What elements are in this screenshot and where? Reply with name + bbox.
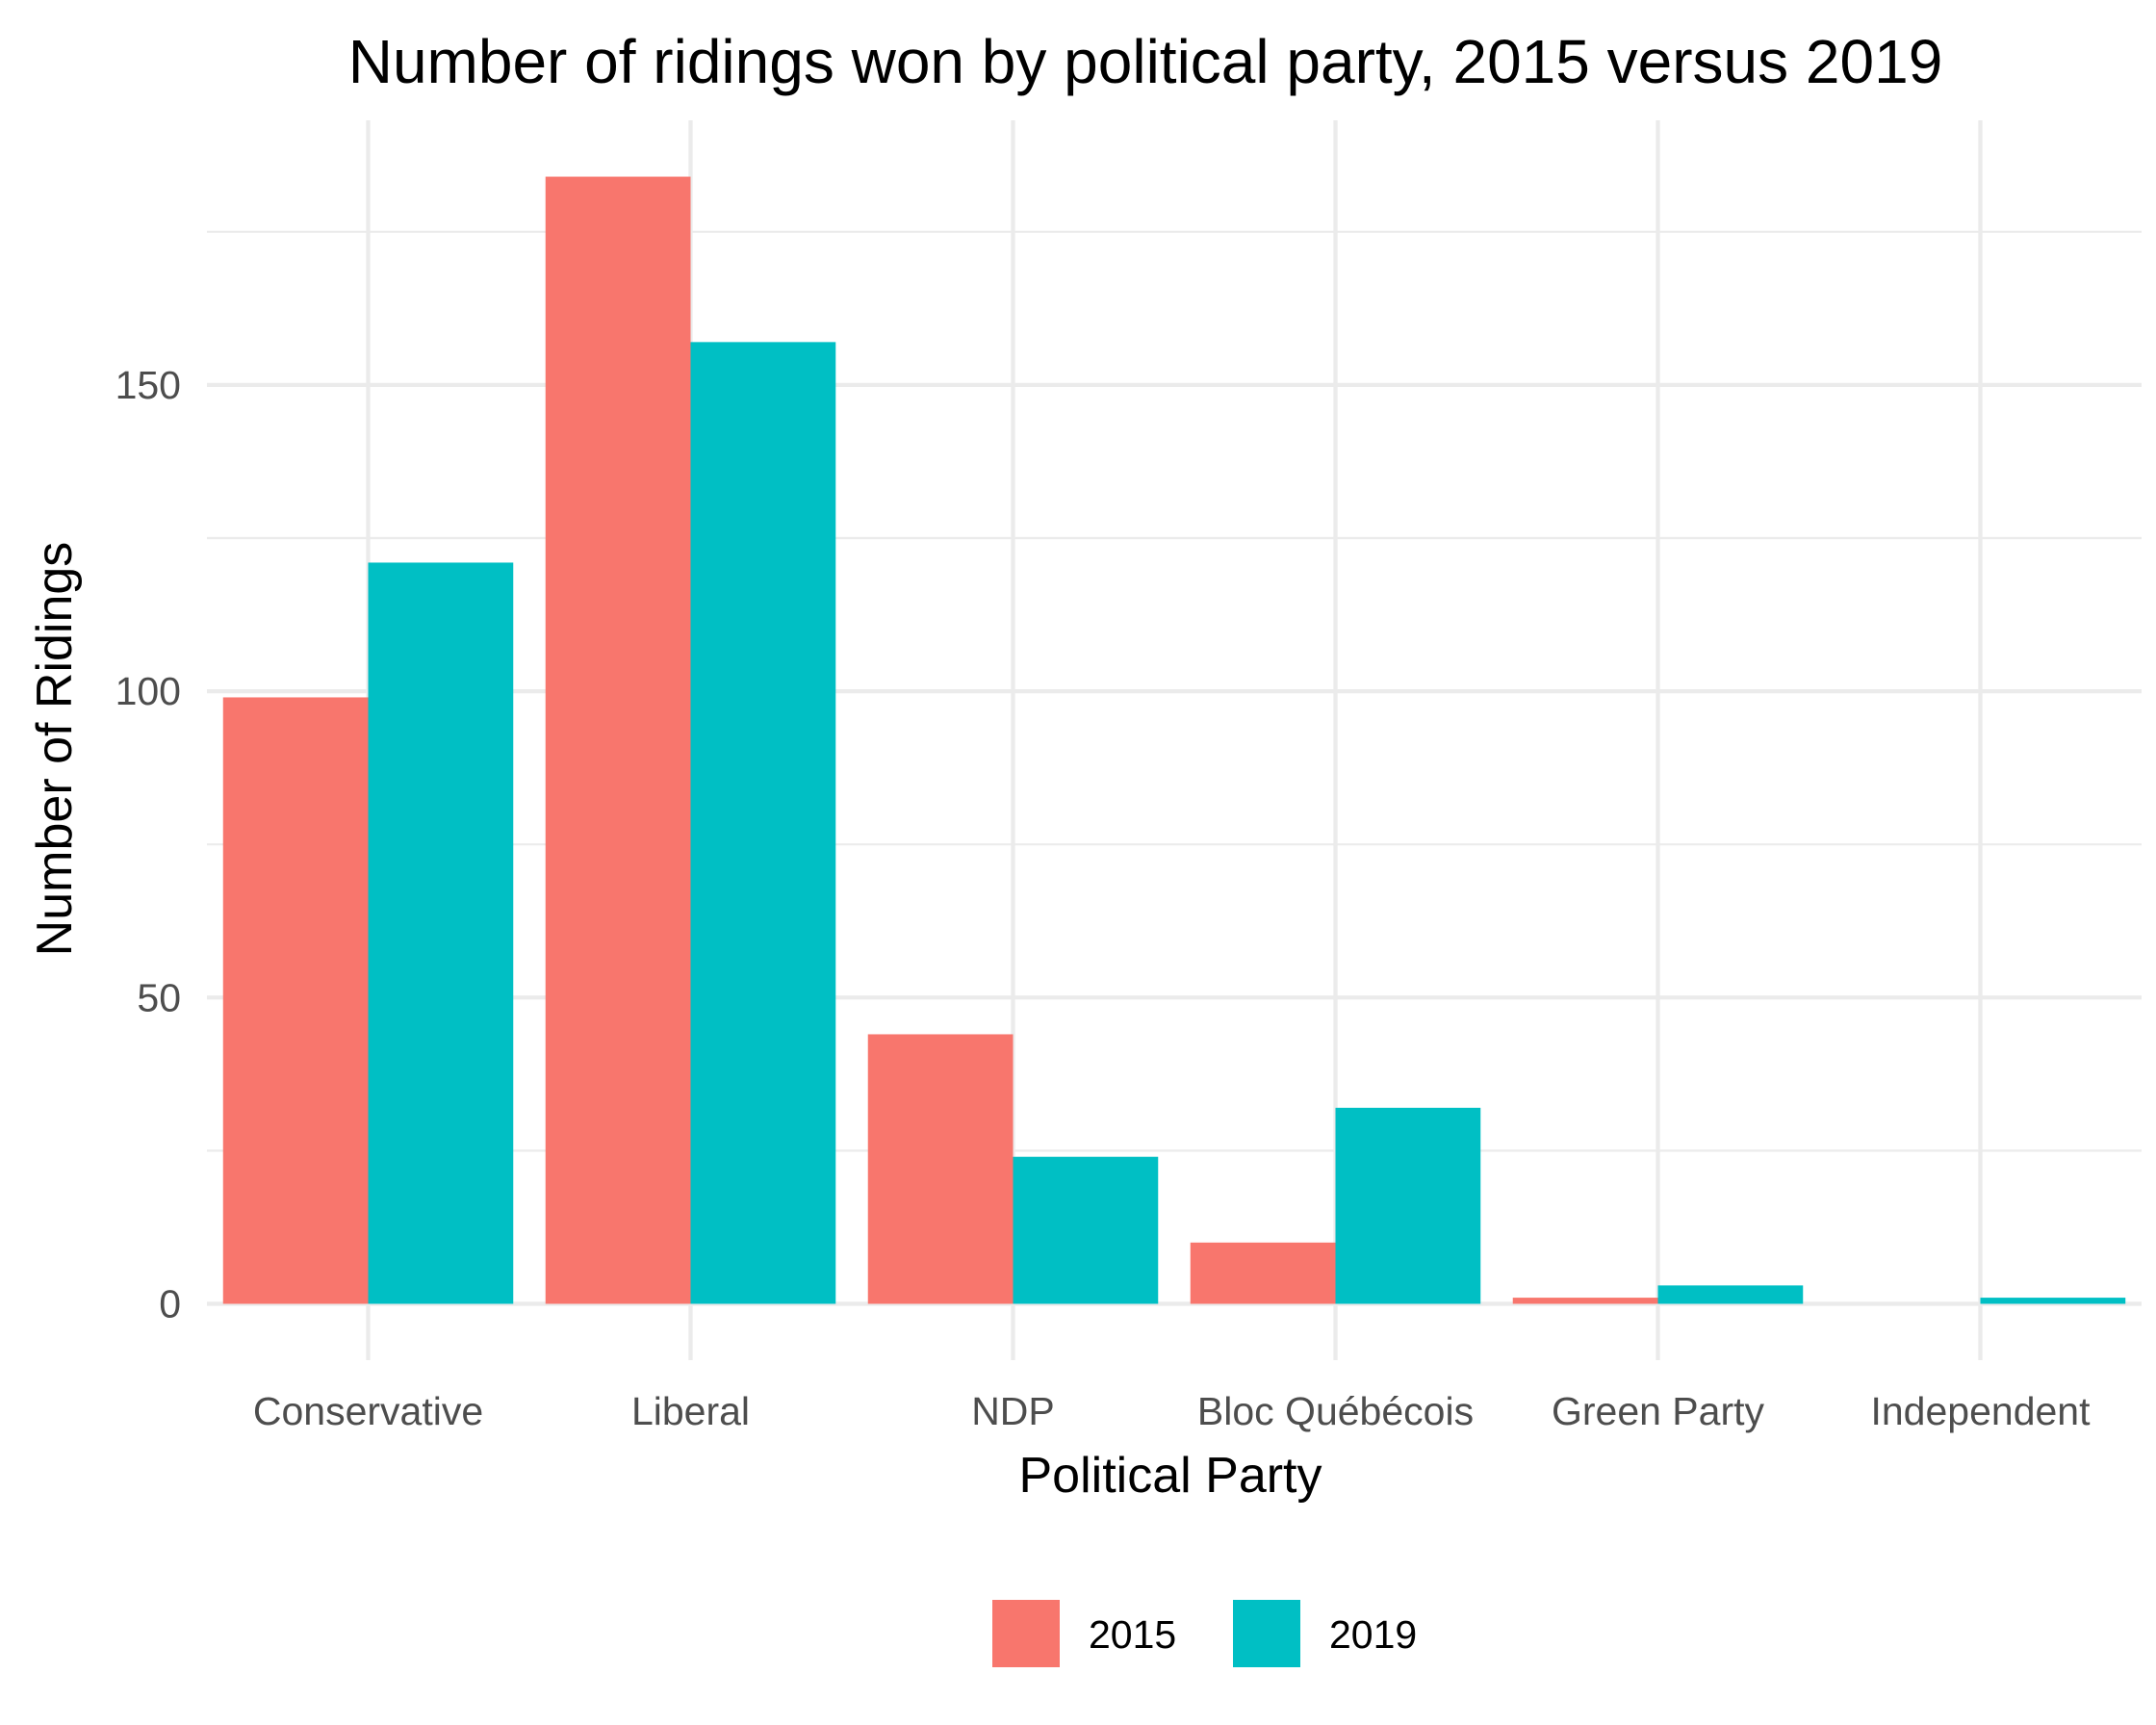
chart-title: Number of ridings won by political party… bbox=[348, 27, 1943, 96]
y-axis-ticks: 0 50 100 150 bbox=[116, 363, 181, 1326]
bar-2015-conservative bbox=[222, 697, 369, 1304]
bar-2015-ndp bbox=[867, 1034, 1014, 1304]
x-tick-label: Green Party bbox=[1552, 1389, 1765, 1433]
x-tick-label: Liberal bbox=[631, 1389, 750, 1433]
y-tick-label: 100 bbox=[116, 669, 181, 713]
x-axis-title: Political Party bbox=[1019, 1448, 1322, 1504]
legend-key-2019 bbox=[1233, 1600, 1300, 1667]
legend-label-2019: 2019 bbox=[1329, 1612, 1417, 1657]
x-tick-label: NDP bbox=[971, 1389, 1055, 1433]
bar-2015-liberal bbox=[545, 176, 691, 1304]
bar-2019-bloc-qu-b-cois bbox=[1335, 1107, 1481, 1304]
bar-2015-bloc-qu-b-cois bbox=[1190, 1242, 1336, 1304]
x-tick-label: Bloc Québécois bbox=[1197, 1389, 1474, 1433]
y-tick-label: 150 bbox=[116, 363, 181, 407]
y-tick-label: 50 bbox=[137, 975, 181, 1019]
bar-2019-green-party bbox=[1657, 1285, 1804, 1304]
bar-2019-liberal bbox=[690, 342, 836, 1304]
x-axis-ticks: Conservative Liberal NDP Bloc Québécois Gree… bbox=[253, 1389, 2091, 1433]
legend-label-2015: 2015 bbox=[1089, 1612, 1176, 1657]
legend: 2015 2019 bbox=[992, 1600, 1417, 1667]
legend-key-2015 bbox=[992, 1600, 1060, 1667]
bar-2019-conservative bbox=[368, 562, 514, 1304]
bar-2019-ndp bbox=[1013, 1156, 1159, 1304]
y-tick-label: 0 bbox=[159, 1281, 181, 1326]
x-tick-label: Independent bbox=[1870, 1389, 2091, 1433]
bar-2019-independent bbox=[1980, 1298, 2126, 1304]
bar-2015-green-party bbox=[1512, 1298, 1658, 1304]
x-tick-label: Conservative bbox=[253, 1389, 483, 1433]
y-axis-title: Number of Ridings bbox=[27, 542, 83, 957]
bars bbox=[222, 176, 2126, 1304]
